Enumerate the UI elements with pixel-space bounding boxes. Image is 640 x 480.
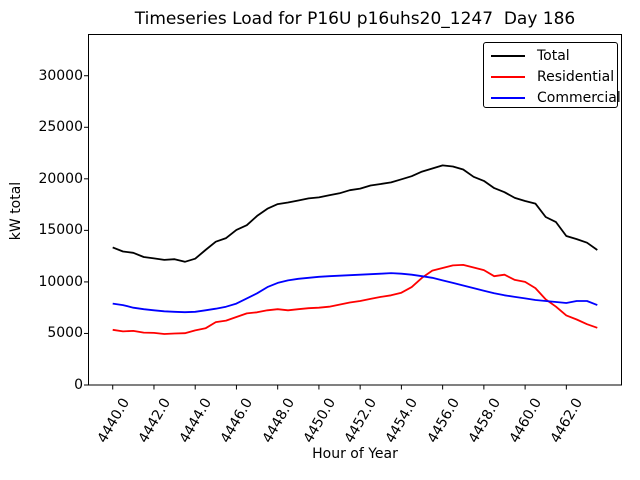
- y-axis-label: kW total: [8, 181, 24, 241]
- y-tick-label: 0: [74, 377, 83, 393]
- y-tick-label: 10000: [38, 273, 83, 290]
- legend-label-commercial: Commercial: [537, 89, 621, 106]
- series-line-total: [112, 164, 598, 263]
- legend-label-residential: Residential: [537, 68, 615, 85]
- y-tick-label: 5000: [47, 325, 83, 342]
- legend: Total Residential Commercial: [483, 42, 621, 108]
- y-tick-label: 20000: [38, 170, 83, 187]
- legend-item-commercial: Commercial: [491, 87, 621, 108]
- series-line-residential: [112, 263, 598, 335]
- legend-label-total: Total: [537, 47, 570, 64]
- y-tick-label: 15000: [38, 222, 83, 239]
- plot-title: Timeseries Load for P16U p16uhs20_1247 D…: [134, 9, 576, 29]
- legend-line-swatch-residential: [491, 75, 525, 78]
- legend-item-total: Total: [491, 45, 613, 66]
- x-axis-label: Hour of Year: [312, 446, 398, 462]
- legend-item-residential: Residential: [491, 66, 615, 87]
- series-line-commercial: [112, 272, 598, 314]
- legend-line-swatch-commercial: [491, 96, 525, 99]
- y-tick-label: 30000: [38, 67, 83, 84]
- legend-line-swatch-total: [491, 54, 525, 57]
- y-tick-label: 25000: [38, 119, 83, 136]
- axes-frame: [88, 34, 622, 386]
